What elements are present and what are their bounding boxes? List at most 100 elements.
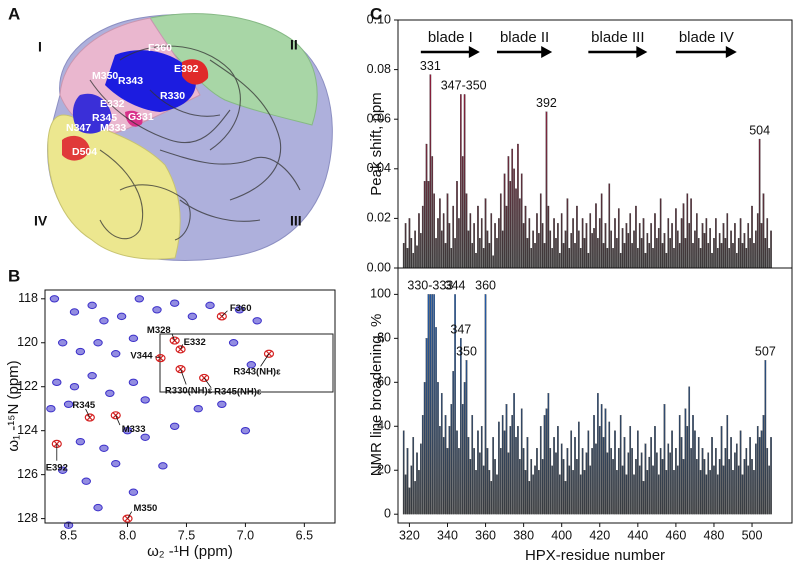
bar: [427, 181, 430, 269]
bar: [513, 393, 515, 515]
bar: [764, 360, 767, 515]
bar: [600, 193, 603, 269]
bar: [499, 448, 502, 515]
bar: [595, 443, 597, 515]
bar: [410, 465, 413, 515]
bar: [697, 238, 700, 269]
bar: [616, 238, 618, 269]
bar: [616, 470, 618, 515]
bar: [572, 218, 574, 269]
bar: [745, 448, 748, 515]
bar: [536, 448, 538, 515]
bar: [699, 470, 702, 515]
y-tick-label: 0.10: [367, 12, 391, 26]
bar: [602, 243, 605, 269]
bar: [711, 252, 713, 269]
bar: [680, 437, 683, 515]
bar: [625, 474, 628, 515]
bar: [564, 481, 567, 515]
bar: [671, 223, 673, 269]
peak: [128, 378, 139, 387]
bar: [593, 228, 595, 269]
x-tick-label: 360: [475, 528, 496, 542]
bar: [692, 243, 694, 269]
peak: [81, 477, 91, 485]
bar: [534, 465, 536, 515]
bar: [519, 198, 521, 269]
peak: [69, 308, 80, 316]
bar: [716, 248, 719, 269]
bar: [467, 230, 470, 269]
bar: [442, 213, 445, 269]
bar: [633, 230, 635, 269]
bar: [482, 248, 485, 269]
bar: [617, 448, 620, 515]
bar: [726, 213, 729, 269]
bar: [745, 248, 748, 269]
bar: [515, 437, 517, 515]
bar: [562, 243, 565, 269]
bar: [568, 248, 571, 269]
bar: [690, 448, 692, 515]
blade-label: III: [290, 213, 302, 229]
bar: [440, 393, 443, 515]
peak: [140, 433, 150, 441]
bar: [402, 430, 405, 515]
bar: [469, 459, 472, 515]
bar: [578, 421, 580, 515]
bar: [657, 228, 660, 269]
bar: [640, 452, 643, 515]
bar: [656, 238, 658, 269]
y-tick-label: 0: [384, 507, 391, 521]
bar: [437, 218, 439, 269]
bar: [421, 205, 424, 269]
bar: [555, 452, 557, 515]
peak: [87, 301, 97, 310]
peak-label: E332: [184, 337, 206, 348]
bar: [543, 415, 546, 515]
bar: [654, 426, 656, 515]
bar: [564, 230, 567, 269]
bar: [408, 487, 411, 515]
bar: [650, 223, 652, 269]
peak-label: R343(NH)ε: [233, 366, 281, 377]
bar: [619, 252, 622, 269]
bar: [766, 218, 769, 269]
bar: [715, 218, 717, 269]
bar: [629, 426, 632, 515]
bar: [570, 430, 573, 515]
annotation: 344: [445, 279, 466, 293]
bar: [753, 470, 755, 515]
bar: [420, 233, 422, 269]
residue-label: R343: [118, 75, 143, 87]
bar: [587, 252, 590, 269]
bar: [494, 223, 496, 269]
bar: [703, 233, 706, 269]
peak: [93, 339, 103, 347]
leader-line: [127, 511, 133, 519]
bar: [541, 223, 544, 269]
peak: [205, 301, 215, 310]
bar: [682, 203, 685, 269]
bar: [617, 208, 620, 269]
bar: [764, 238, 767, 269]
bar: [560, 213, 563, 269]
bar: [585, 452, 588, 515]
bar: [741, 243, 744, 269]
bar: [766, 448, 769, 515]
bar: [688, 386, 691, 515]
peak-label: F360: [230, 303, 252, 314]
bar: [770, 230, 772, 269]
bar: [558, 474, 561, 515]
annotation: 350: [456, 345, 477, 359]
bar: [460, 94, 462, 269]
bar: [467, 437, 470, 515]
annotation: 347: [450, 323, 471, 337]
residue-label: M333: [100, 122, 126, 134]
peak: [158, 462, 168, 470]
y-tick-label: 80: [377, 331, 391, 345]
bar: [517, 143, 519, 269]
bar: [503, 173, 506, 269]
bar: [692, 415, 694, 515]
bar: [713, 238, 715, 269]
